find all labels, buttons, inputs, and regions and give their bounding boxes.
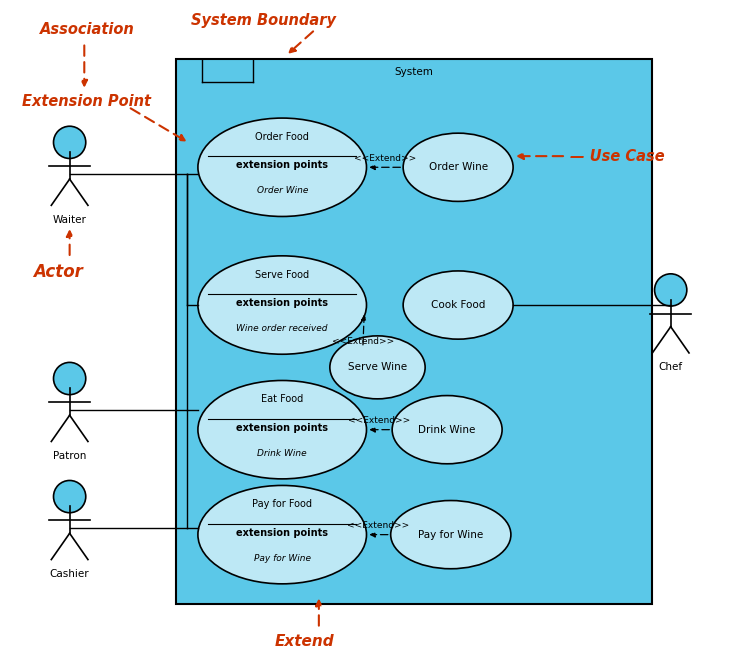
Ellipse shape xyxy=(54,362,86,395)
Ellipse shape xyxy=(198,118,366,216)
Text: Pay for Wine: Pay for Wine xyxy=(254,554,311,563)
Text: extension points: extension points xyxy=(236,160,328,171)
Text: Actor: Actor xyxy=(33,263,83,281)
Text: Drink Wine: Drink Wine xyxy=(419,424,476,435)
Ellipse shape xyxy=(54,480,86,513)
Ellipse shape xyxy=(54,126,86,159)
Text: Extension Point: Extension Point xyxy=(22,94,151,109)
Ellipse shape xyxy=(330,336,425,399)
Text: — Use Case: — Use Case xyxy=(570,149,665,163)
Text: Patron: Patron xyxy=(53,451,86,461)
Text: Waiter: Waiter xyxy=(53,215,86,224)
Text: Order Wine: Order Wine xyxy=(429,162,487,173)
Text: System: System xyxy=(394,67,434,77)
Ellipse shape xyxy=(198,380,366,479)
Text: Serve Wine: Serve Wine xyxy=(348,362,407,373)
Text: Association: Association xyxy=(40,22,135,37)
Text: Pay for Wine: Pay for Wine xyxy=(418,529,484,540)
Text: Eat Food: Eat Food xyxy=(261,394,303,404)
Text: <<Extend>>: <<Extend>> xyxy=(348,416,410,425)
Text: Order Wine: Order Wine xyxy=(257,186,308,195)
Text: Chef: Chef xyxy=(659,362,682,372)
Ellipse shape xyxy=(392,396,502,464)
Text: extension points: extension points xyxy=(236,298,328,308)
Text: Wine order received: Wine order received xyxy=(237,324,328,333)
Text: Order Food: Order Food xyxy=(255,132,309,142)
Text: Serve Food: Serve Food xyxy=(255,270,309,279)
Text: Drink Wine: Drink Wine xyxy=(257,449,307,458)
Text: <<Extend>>: <<Extend>> xyxy=(347,521,410,530)
Ellipse shape xyxy=(403,271,513,339)
Text: Cashier: Cashier xyxy=(50,569,89,579)
Text: Cook Food: Cook Food xyxy=(431,300,485,310)
Ellipse shape xyxy=(391,501,511,569)
Ellipse shape xyxy=(403,133,513,201)
Ellipse shape xyxy=(198,485,366,584)
Ellipse shape xyxy=(198,256,366,354)
Text: Pay for Food: Pay for Food xyxy=(252,499,312,509)
Text: Extend: Extend xyxy=(274,634,334,649)
Text: extension points: extension points xyxy=(236,527,328,538)
Ellipse shape xyxy=(655,274,687,306)
Text: <<Extend>>: <<Extend>> xyxy=(333,337,394,346)
Text: System Boundary: System Boundary xyxy=(191,14,336,28)
Text: extension points: extension points xyxy=(236,422,328,433)
Text: <<Extend>>: <<Extend>> xyxy=(354,154,416,163)
FancyBboxPatch shape xyxy=(176,59,652,604)
